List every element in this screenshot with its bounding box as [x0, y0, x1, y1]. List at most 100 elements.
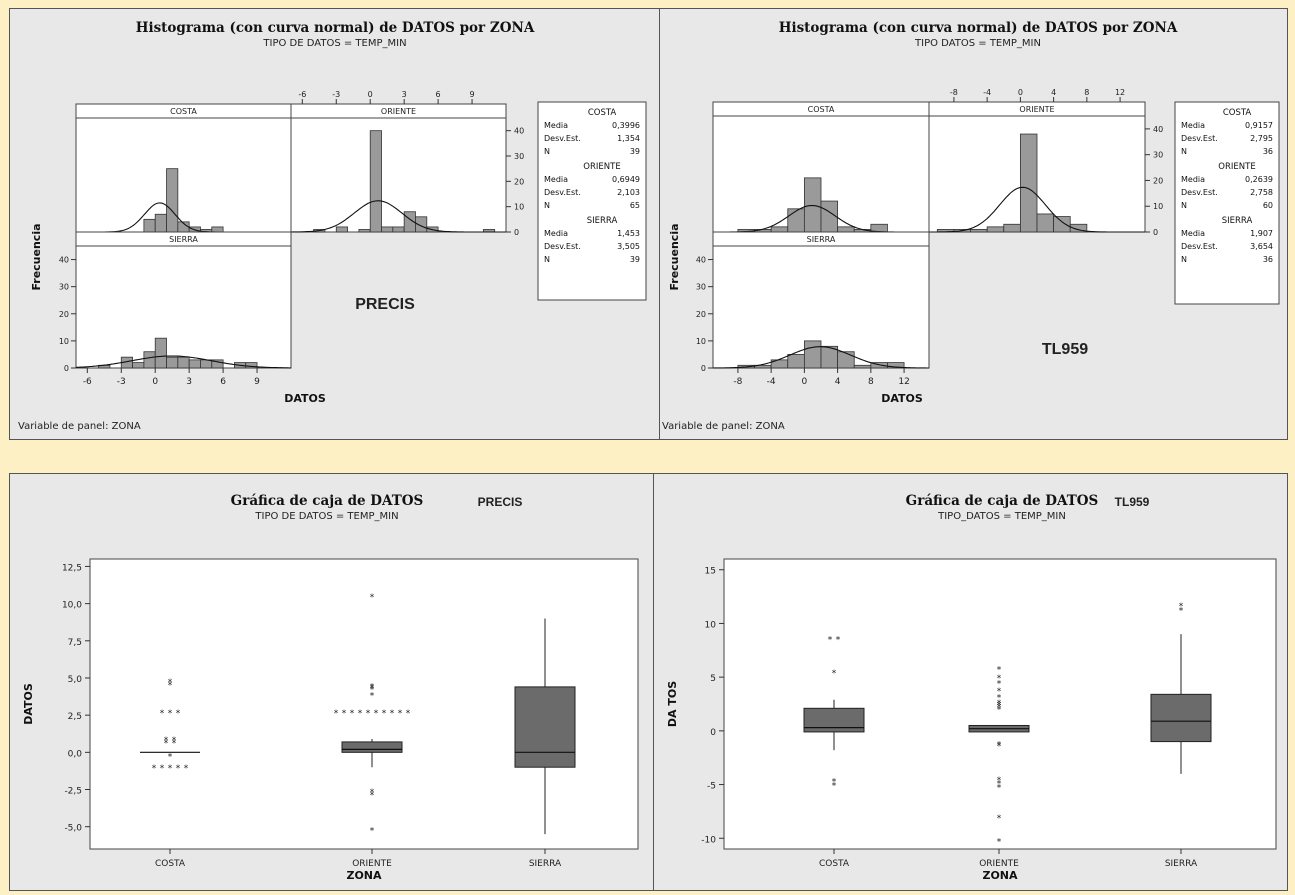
outlier-point: * [168, 709, 173, 719]
histogram-bar [211, 226, 224, 233]
histogram-bar [803, 177, 822, 233]
outlier-point: * [172, 739, 177, 749]
outlier-point: * [164, 736, 169, 746]
histogram-bar [335, 226, 348, 233]
chart-title: Histograma (con curva normal) de DATOS p… [779, 20, 1178, 36]
histogram-bar [853, 364, 872, 369]
y-tick-label: 15 [705, 567, 716, 577]
histogram-facet-costa: COSTA [75, 103, 292, 233]
histogram-facet-oriente: ORIENTE [928, 101, 1146, 233]
x-tick-label: 0 [152, 377, 158, 387]
legend-group-title: COSTA [588, 108, 617, 118]
y-tick-label: 7,5 [68, 638, 82, 648]
histogram-bar [358, 229, 371, 233]
outlier-point: * [997, 693, 1002, 703]
y-tick-label: 10 [514, 203, 524, 212]
histogram-bar [381, 226, 394, 233]
outlier-point: * [184, 764, 189, 774]
histogram-bar [143, 351, 156, 369]
legend-stat-label: N [544, 201, 550, 210]
legend-stat-label: Desv.Est. [544, 242, 581, 251]
model-label: PRECIS [478, 495, 523, 509]
outlier-point: * [1179, 606, 1184, 616]
y-tick-label: 0 [701, 364, 706, 373]
outlier-point: * [997, 699, 1002, 709]
y-tick-label: 20 [514, 177, 524, 186]
facet-strip [75, 231, 292, 247]
facet-strip [712, 231, 930, 247]
y-tick-label: 5,0 [68, 675, 83, 685]
facet-strip-label: SIERRA [169, 235, 198, 244]
outlier-point: * [997, 776, 1002, 786]
facet-frame [290, 103, 507, 233]
x-axis-label: DATOS [284, 392, 326, 405]
legend-stat-label: Desv.Est. [1181, 134, 1218, 143]
x-tick-label: 0 [802, 377, 808, 387]
model-label: TL959 [1042, 341, 1088, 358]
panel-variable-footer: Variable de panel: ZONA [18, 421, 141, 432]
histogram-panel-tl959: Histograma (con curva normal) de DATOS p… [659, 8, 1288, 440]
outlier-point: * [997, 837, 1002, 847]
legend-group-title: SIERRA [1222, 216, 1253, 226]
chart-title: Histograma (con curva normal) de DATOS p… [136, 20, 535, 36]
x-axis-top: -6 -3 0 3 6 9 [298, 90, 475, 104]
histogram-bar [415, 216, 428, 233]
outlier-point: * [390, 709, 395, 719]
outlier-point: * [370, 593, 375, 603]
y-tick-label: 10 [705, 620, 717, 630]
outlier-point: * [168, 764, 173, 774]
legend-frame [1174, 101, 1280, 305]
outlier-point: * [334, 709, 339, 719]
outlier-point: * [370, 685, 375, 695]
boxplot-panel-tl959: Gráfica de caja de DATOS TL959 TIPO_DATOS … [653, 473, 1288, 891]
x-axis-label: ZONA [982, 869, 1018, 882]
y-tick-label: 10 [1153, 202, 1163, 211]
legend-stat-value: 0,2639 [1245, 175, 1273, 184]
y-tick-label: 0 [710, 728, 716, 738]
x-tick-label: -8 [950, 88, 958, 97]
y-tick-label: 12,5 [62, 563, 82, 573]
x-tick-label: -8 [733, 377, 742, 387]
outlier-point: * [997, 742, 1002, 752]
x-tick-label: -6 [83, 377, 92, 387]
histogram-bar [787, 354, 805, 369]
y-axis-label: DATOS [22, 683, 35, 725]
outlier-point: * [370, 682, 375, 692]
outlier-point: * [997, 674, 1002, 684]
x-tick-label: 9 [254, 377, 260, 387]
y-tick-label: 30 [59, 283, 69, 292]
y-tick-label: 30 [514, 152, 524, 161]
histogram-bar [369, 130, 382, 233]
facet-frame [75, 231, 292, 369]
legend-stat-label: N [1181, 147, 1187, 156]
outlier-point: * [374, 709, 379, 719]
facet-strip [928, 101, 1146, 117]
histogram-bar [770, 226, 789, 233]
y-tick-label: -5,0 [64, 824, 82, 834]
outlier-point: * [997, 680, 1002, 690]
y-tick-label: 40 [514, 127, 524, 136]
box-costa: * * * * *** ** ** * *** [140, 678, 200, 774]
outlier-point: * [832, 777, 837, 787]
x-axis-bottom: -8 -4 0 4 8 12 [733, 368, 910, 387]
histogram-bar [188, 359, 201, 369]
legend-stat-value: 1,907 [1250, 229, 1273, 238]
y-axis-label: Frecuencia [668, 223, 681, 290]
facet-strip-label: COSTA [170, 107, 197, 116]
x-tick-label: -6 [298, 90, 306, 99]
histogram-bar [177, 356, 190, 369]
legend-stat-value: 36 [1263, 255, 1273, 264]
y-tick-label: 0 [514, 228, 519, 237]
outlier-point: * [836, 635, 841, 645]
legend-stat-value: 3,505 [617, 242, 640, 251]
outlier-point: * [350, 709, 355, 719]
outlier-point: * [164, 739, 169, 749]
outlier-point: * [398, 709, 403, 719]
legend-stat-value: 39 [630, 255, 640, 264]
y-axis-right: 0 10 20 30 40 [506, 127, 524, 237]
x-axis: COSTA ORIENTE SIERRA [155, 849, 562, 869]
y-axis: -10 -5 0 5 10 15 [701, 567, 724, 845]
histogram-bar [154, 213, 167, 233]
x-tick-label: 8 [868, 377, 874, 387]
y-axis-right: 0 10 20 30 40 [1145, 125, 1163, 237]
